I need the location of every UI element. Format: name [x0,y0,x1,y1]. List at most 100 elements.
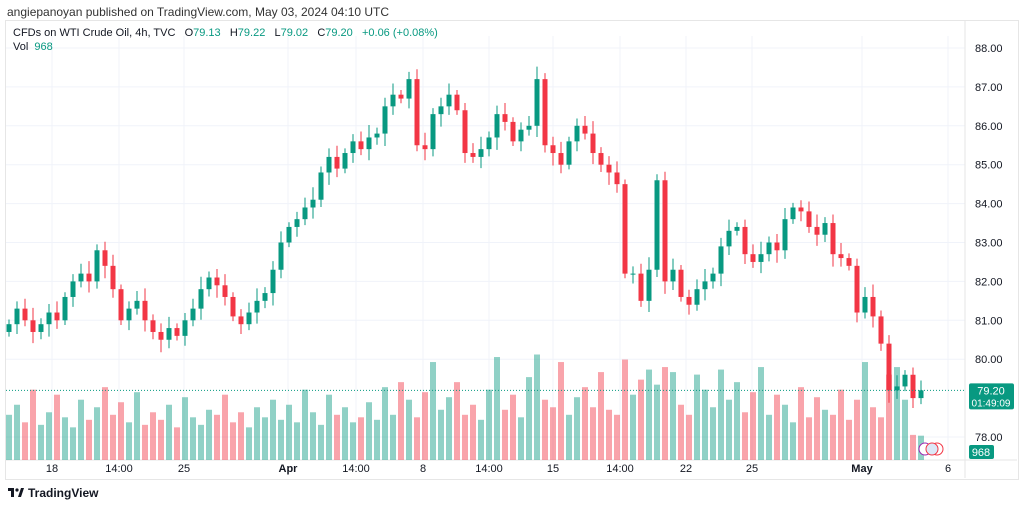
volume-bar [870,407,876,460]
candle-body [174,328,180,336]
candle-body [798,207,804,212]
candle-body [542,79,548,146]
open-value: 79.13 [193,27,221,39]
volume-bar [502,409,508,460]
high-label: H [229,27,238,39]
volume-bar [102,387,108,460]
tradingview-logo-icon [8,488,24,497]
candle-body [278,242,284,270]
volume-bar [214,414,220,460]
volume-bar [150,412,156,460]
high-value: 79.22 [237,27,266,39]
y-tick-label: 80.00 [975,354,1003,366]
candle-body [22,308,28,321]
volume-bar [254,407,260,460]
candle-body [510,121,516,142]
volume-bar [158,419,164,460]
candle-body [254,300,260,313]
volume-bar [422,392,428,460]
volume-tag [969,445,994,459]
candle-body [286,226,292,243]
candle-body [438,106,444,115]
candle-body [750,254,756,262]
volume-bar [350,422,356,460]
volume-bar [814,397,820,460]
volume-bar [430,362,436,460]
candle-body [30,320,36,332]
volume-bar [758,367,764,460]
x-tick-label: 25 [178,463,190,475]
candle-body [342,153,348,169]
volume-bar [510,394,516,460]
candle-body [182,320,188,336]
volume-bar [526,377,532,460]
candle-body [390,94,396,107]
candle-body [454,94,460,111]
y-tick-label: 78.00 [975,432,1003,444]
volume-bar [726,399,732,460]
volume-bar [262,417,268,460]
volume-bar [534,354,540,460]
x-tick-label: May [851,463,873,475]
candle-body [14,308,20,325]
candle-body [462,110,468,154]
candle-body [782,219,788,251]
candle-body [118,289,124,321]
candle-body [614,172,620,185]
y-tick-label: 83.00 [975,238,1003,250]
volume-bar [670,372,676,460]
candle-body [598,153,604,165]
volume-bar [822,409,828,460]
close-value: 79.20 [325,27,353,39]
candle-body [710,273,716,282]
volume-bar [462,414,468,460]
candle-body [54,312,60,321]
candle-body [590,133,596,154]
volume-bar [230,422,236,460]
candle-body [910,374,916,399]
volume-bar [838,389,844,460]
candle-body [822,223,828,235]
volume-bar [110,414,116,460]
price-tag-value: 79.20 [977,385,1005,397]
volume-bar [862,362,868,460]
candle-body [318,172,324,200]
candle-body [422,145,428,150]
open-label: O [184,27,194,39]
us-flag-icon [925,442,939,456]
candle-body [46,312,52,325]
symbol-label: CFDs on WTI Crude Oil, 4h, TVC [13,27,176,39]
candle-body [294,219,300,227]
brand-label: TradingView [28,486,99,500]
volume-bar [550,407,556,460]
candle-body [918,390,924,399]
volume-bar [238,412,244,460]
candle-body [166,328,172,340]
volume-bar [454,382,460,460]
candle-body [6,324,12,332]
candle-body [374,133,380,138]
chart-frame[interactable] [5,20,1019,480]
volume-bar [566,414,572,460]
volume-bar [694,374,700,460]
candle-body [86,273,92,282]
candle-body [886,343,892,391]
volume-bar [22,422,28,460]
volume-bar [710,407,716,460]
y-tick-label: 81.00 [975,315,1003,327]
candle-body [550,145,556,154]
volume-bar [414,417,420,460]
candle-body [326,156,332,173]
volume-bar [390,414,396,460]
x-tick-label: 25 [746,463,758,475]
candle-body [430,114,436,150]
tradingview-logo[interactable]: TradingView [8,486,98,500]
volume-bar [134,392,140,460]
candle-body [574,125,580,142]
candle-body [246,312,252,325]
close-label: C [317,27,326,39]
candle-body [230,296,236,317]
candle-body [766,242,772,255]
volume-bar [94,407,100,460]
